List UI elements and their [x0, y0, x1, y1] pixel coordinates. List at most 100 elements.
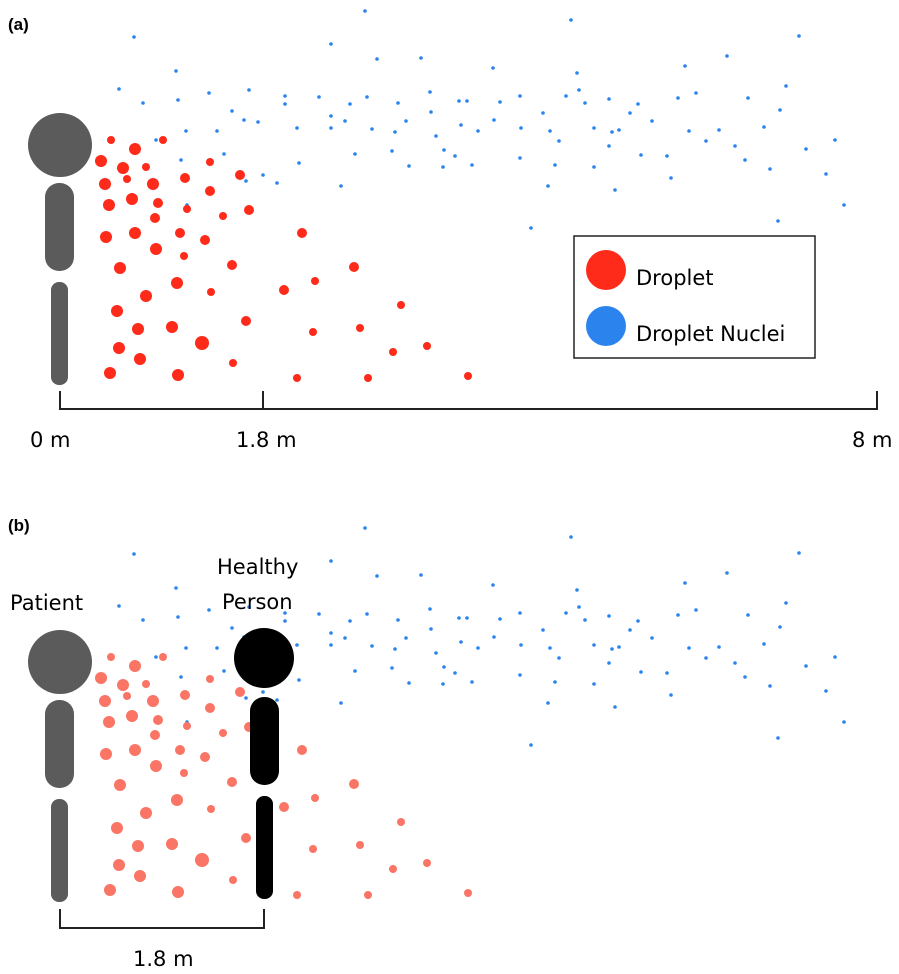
droplet-nucleus — [717, 128, 721, 132]
droplet-nucleus — [174, 586, 178, 590]
droplet-nucleus — [317, 612, 321, 616]
droplet-nucleus — [636, 619, 640, 623]
droplet — [309, 328, 317, 336]
droplet-nucleus — [184, 129, 188, 133]
droplet — [311, 277, 319, 285]
droplet — [356, 324, 364, 332]
droplet-nucleus — [824, 689, 828, 693]
droplet — [397, 301, 405, 309]
scale-label-8m: 8 m — [852, 428, 893, 452]
droplet-nucleus — [687, 646, 691, 650]
droplet-nucleus — [275, 181, 279, 185]
droplet-nucleus — [429, 110, 433, 114]
droplet — [113, 342, 125, 354]
droplet-nucleus — [650, 119, 654, 123]
droplet — [206, 158, 214, 166]
droplet-nucleus — [694, 608, 698, 612]
droplet — [279, 285, 289, 295]
scale-label-1-8m: 1.8 m — [236, 428, 297, 452]
droplet-nucleus — [518, 156, 522, 160]
droplet-nucleus — [776, 736, 780, 740]
droplet — [389, 348, 397, 356]
droplet-nucleus — [476, 646, 480, 650]
droplet — [195, 336, 209, 350]
droplet-nucleus — [453, 154, 457, 158]
droplet-nucleus — [553, 163, 557, 167]
droplet-nucleus — [117, 87, 121, 91]
droplet-nucleus — [353, 669, 357, 673]
droplet — [114, 262, 126, 274]
droplet — [103, 199, 115, 211]
droplet-nucleus — [717, 645, 721, 649]
droplet — [356, 841, 364, 849]
droplet — [349, 262, 359, 272]
droplet-nucleus — [610, 647, 614, 651]
droplet-nucleus — [261, 690, 265, 694]
droplet-nucleus — [583, 101, 587, 105]
droplet-nucleus — [804, 147, 808, 151]
droplet — [297, 745, 307, 755]
droplet-nucleus — [498, 100, 502, 104]
droplet — [100, 231, 112, 243]
droplet — [205, 186, 215, 196]
droplet-nucleus — [492, 635, 496, 639]
droplet-nucleus — [669, 176, 673, 180]
droplet-nucleus — [569, 535, 573, 539]
droplet — [100, 748, 112, 760]
droplet-nucleus — [283, 102, 287, 106]
droplet-nucleus — [174, 69, 178, 73]
droplet-nucleus — [370, 127, 374, 131]
droplet-nucleus — [564, 94, 568, 98]
distance-bracket-b: 1.8 m — [59, 909, 265, 971]
droplet-nucleus — [575, 71, 579, 75]
panel-a-label: (a) — [8, 15, 29, 34]
droplet-nucleus — [546, 701, 550, 705]
droplet — [227, 260, 237, 270]
droplet — [241, 316, 251, 326]
patient-torso-a — [45, 183, 74, 271]
droplet-nucleus — [297, 161, 301, 165]
droplet-nucleus — [687, 129, 691, 133]
droplet-nucleus — [746, 613, 750, 617]
droplet-nucleus — [353, 152, 357, 156]
droplet-nucleus — [548, 129, 552, 133]
droplet-nucleus — [465, 616, 469, 620]
droplet-nucleus — [768, 684, 772, 688]
droplet-nucleus — [797, 551, 801, 555]
droplet — [166, 321, 178, 333]
droplet-nucleus — [628, 628, 632, 632]
droplet-nucleus — [592, 682, 596, 686]
droplet-nucleus — [569, 18, 573, 22]
droplet-nucleus — [230, 626, 234, 630]
droplet-nucleus — [442, 148, 446, 152]
droplet — [147, 178, 159, 190]
legend-droplet-label: Droplet — [636, 266, 714, 290]
droplet-nucleus — [491, 66, 495, 70]
droplet-nucleus — [329, 631, 333, 635]
droplet — [107, 136, 115, 144]
droplet-nucleus — [404, 636, 408, 640]
droplet-nucleus — [529, 226, 533, 230]
droplet-nucleus — [665, 671, 669, 675]
droplet-nucleus — [419, 573, 423, 577]
droplet — [126, 193, 138, 205]
droplet-nuclei-group-b — [117, 526, 846, 747]
droplet-nucleus — [541, 628, 545, 632]
droplet — [104, 884, 116, 896]
droplet-nucleus — [396, 101, 400, 105]
droplet-nucleus — [804, 664, 808, 668]
droplet-nucleus — [339, 184, 343, 188]
droplet — [423, 342, 431, 350]
healthy-person-torso — [250, 697, 279, 785]
droplet — [103, 716, 115, 728]
droplets-group-b — [95, 653, 472, 899]
droplet-nucleus — [470, 680, 474, 684]
droplet-nucleus — [348, 102, 352, 106]
droplet-nucleus — [613, 188, 617, 192]
droplet-nucleus — [778, 108, 782, 112]
droplet — [235, 687, 245, 697]
patient-legs-b — [51, 799, 68, 902]
droplet — [219, 212, 227, 220]
droplet-nucleus — [833, 138, 837, 142]
healthy-person-head — [234, 628, 294, 688]
